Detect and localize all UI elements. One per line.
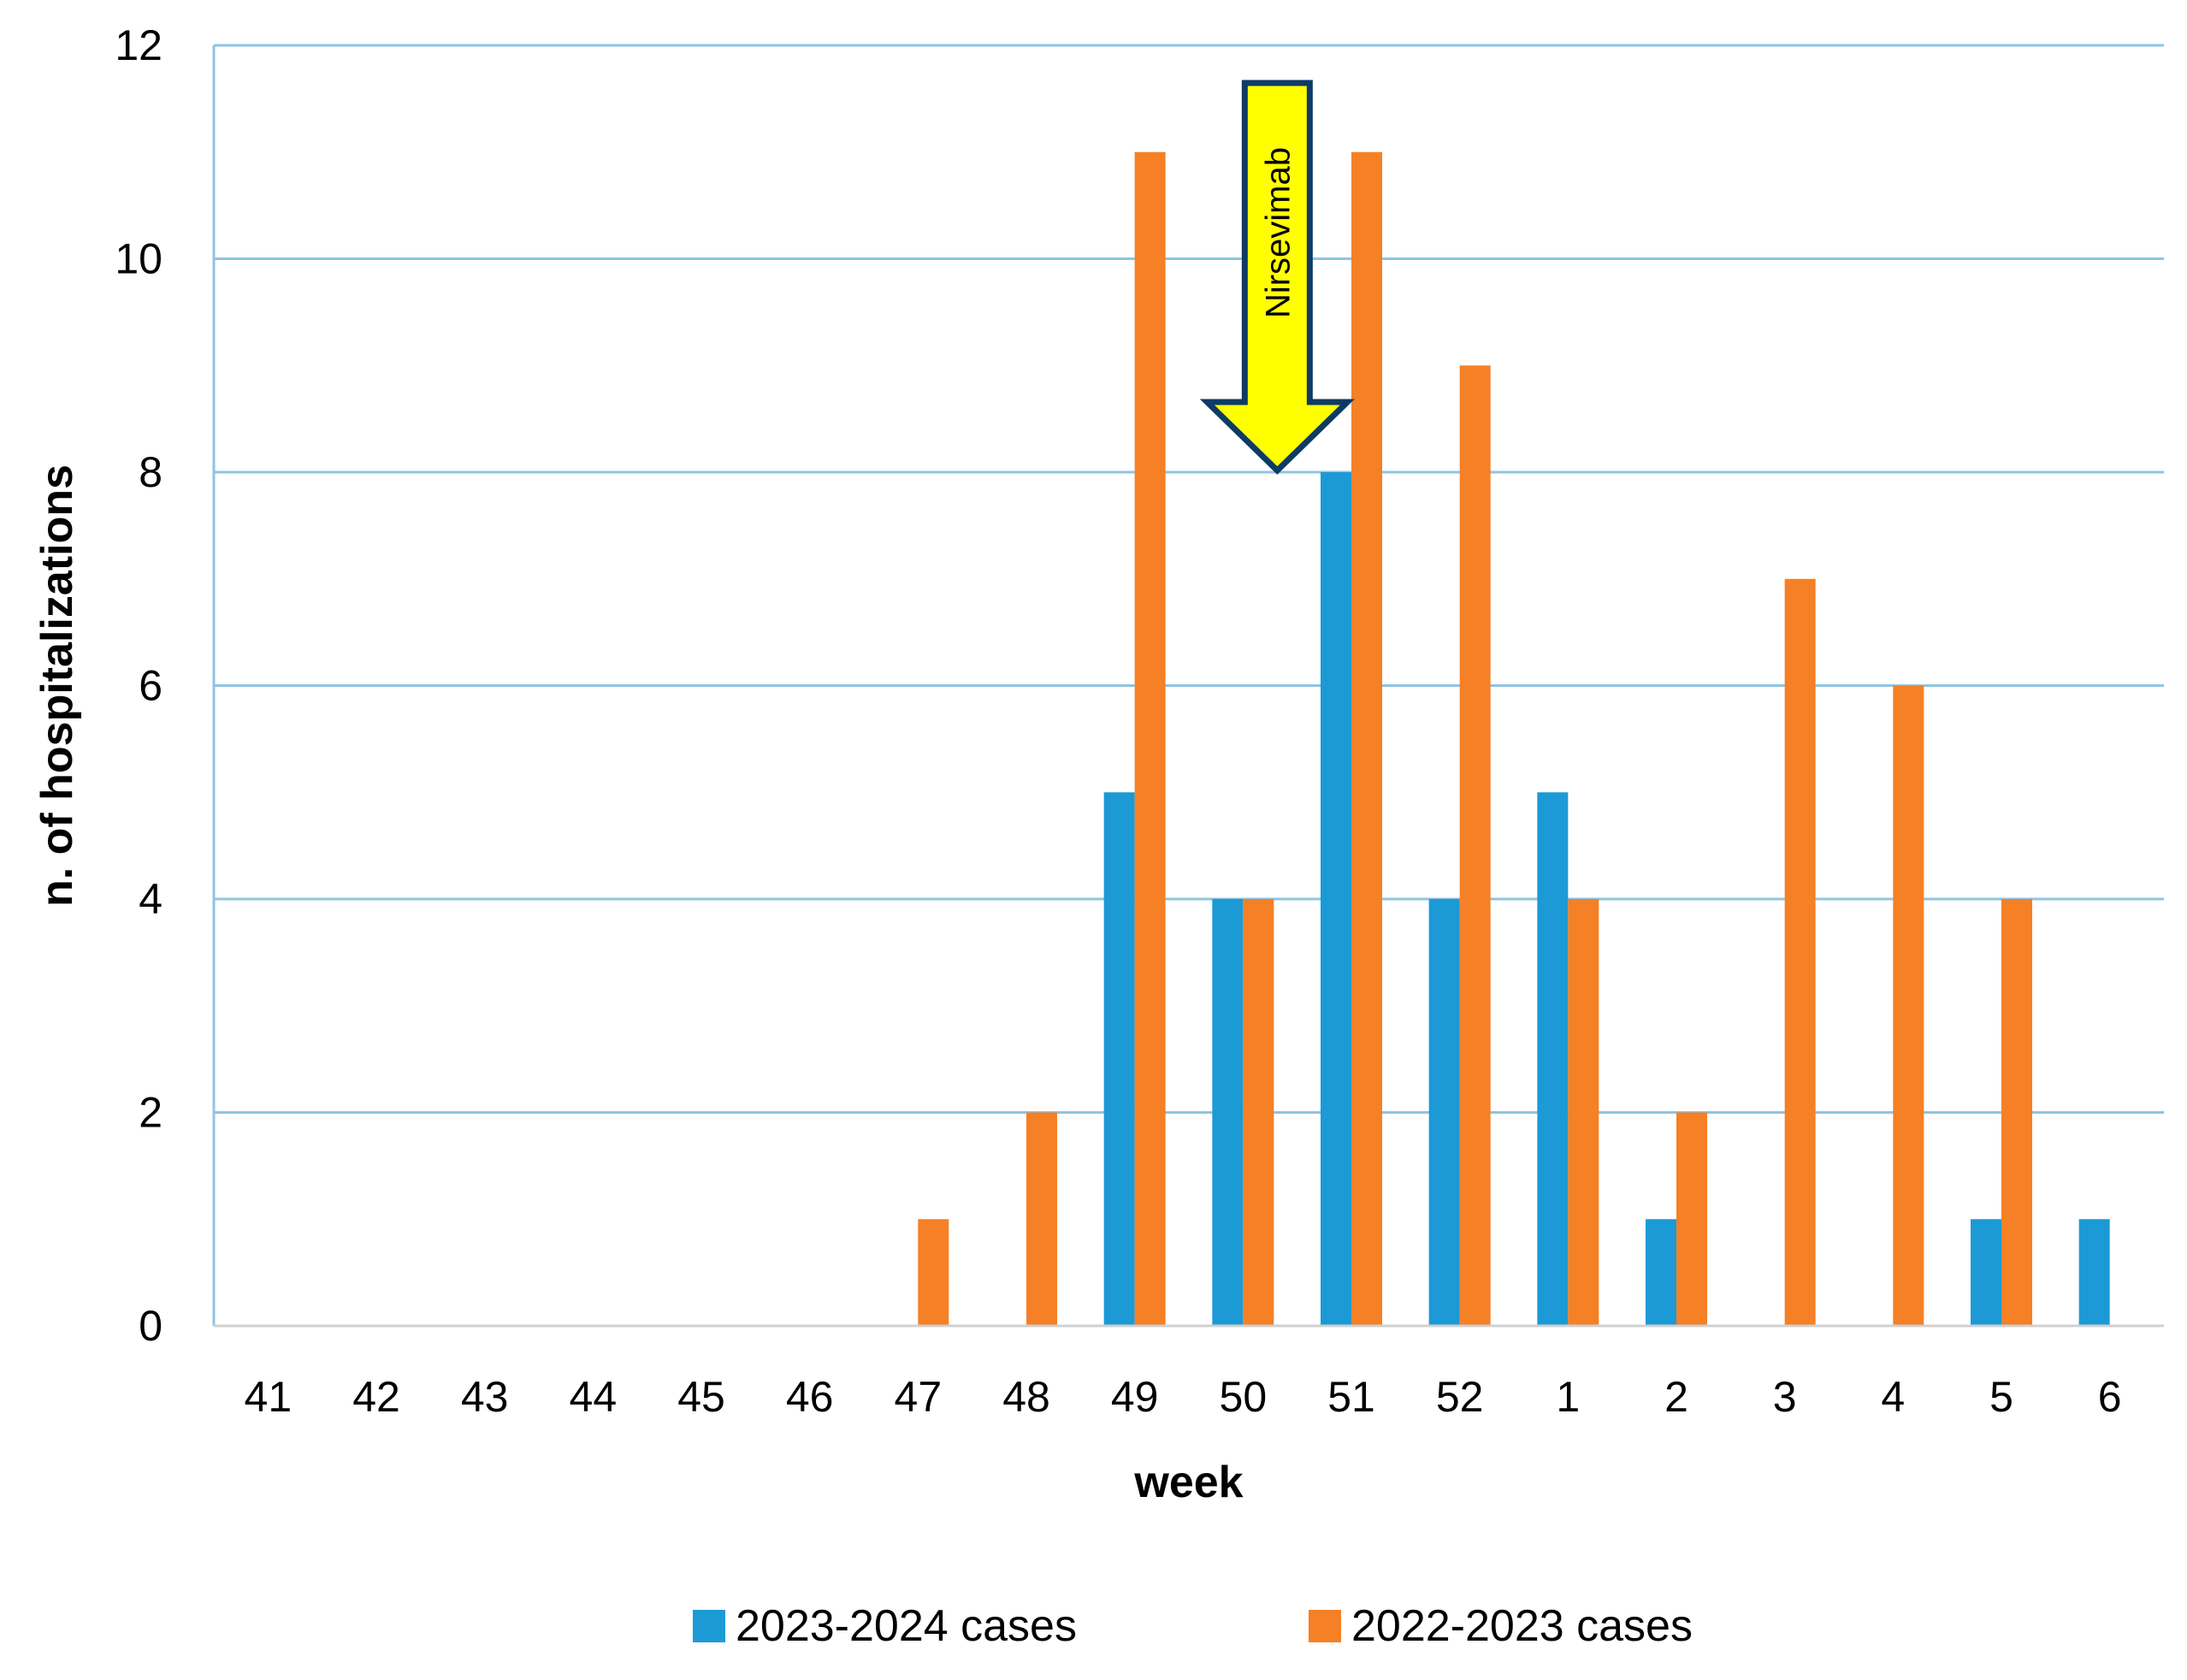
bar-series1-week-51 <box>1321 472 1351 1326</box>
x-tick-label: 44 <box>570 1373 618 1421</box>
bar-series1-week-2 <box>1646 1219 1676 1326</box>
x-tick-label: 42 <box>352 1373 400 1421</box>
bar-series1-week-52 <box>1428 899 1460 1326</box>
y-tick-label: 4 <box>139 875 163 923</box>
bar-series2-week-51 <box>1351 151 1382 1326</box>
annotation-label: Nirsevimab <box>1259 147 1297 318</box>
x-tick-label: 47 <box>895 1373 943 1421</box>
x-tick-label: 4 <box>1881 1373 1905 1421</box>
bar-series1-week-1 <box>1537 792 1569 1326</box>
x-tick-label: 41 <box>245 1373 293 1421</box>
legend-swatch <box>1309 1610 1341 1642</box>
bar-series2-week-49 <box>1134 151 1166 1326</box>
y-tick-label: 2 <box>139 1089 163 1137</box>
x-tick-label: 1 <box>1556 1373 1580 1421</box>
y-tick-labels: 0 2 4 6 8 10 12 <box>115 21 163 1350</box>
legend-swatch <box>693 1610 725 1642</box>
bar-series2-week-4 <box>1893 685 1924 1326</box>
y-tick-label: 10 <box>115 235 163 283</box>
nirsevimab-annotation: Nirsevimab <box>1199 80 1355 475</box>
bar-series2-week-5 <box>2001 899 2032 1326</box>
y-tick-label: 12 <box>115 21 163 69</box>
x-tick-label: 45 <box>677 1373 725 1421</box>
bar-series2-week-48 <box>1026 1112 1057 1326</box>
x-tick-labels: 41 42 43 44 45 46 47 48 49 50 51 52 1 2 3 4 5 6 <box>245 1373 2122 1421</box>
x-tick-label: 2 <box>1664 1373 1688 1421</box>
legend-label: 2022-2023 cases <box>1351 1601 1693 1651</box>
bar-series2-week-52 <box>1459 365 1491 1326</box>
bar-series1-week-50 <box>1212 899 1244 1326</box>
x-tick-label: 3 <box>1773 1373 1797 1421</box>
x-tick-label: 48 <box>1002 1373 1050 1421</box>
x-tick-label: 51 <box>1327 1373 1375 1421</box>
y-tick-label: 0 <box>139 1302 163 1350</box>
gridlines <box>212 44 2164 1326</box>
bar-series1-week-49 <box>1103 792 1135 1326</box>
x-tick-label: 6 <box>2098 1373 2122 1421</box>
bar-series1-week-6 <box>2078 1219 2110 1326</box>
bars <box>918 151 2110 1326</box>
y-axis-title: n. of hospitalizations <box>33 464 82 907</box>
x-tick-label: 43 <box>461 1373 509 1421</box>
legend: 2023-2024 cases 2022-2023 cases <box>693 1601 1693 1651</box>
y-tick-label: 8 <box>139 448 163 496</box>
x-tick-label: 46 <box>786 1373 834 1421</box>
bar-series1-week-5 <box>1971 1219 2001 1326</box>
y-tick-label: 6 <box>139 662 163 710</box>
annotation-arrow-icon <box>1199 80 1355 475</box>
bar-series2-week-3 <box>1784 578 1816 1326</box>
x-tick-label: 49 <box>1111 1373 1159 1421</box>
x-axis-title: week <box>1133 1458 1243 1507</box>
bar-series2-week-2 <box>1676 1112 1707 1326</box>
x-tick-label: 50 <box>1220 1373 1268 1421</box>
x-tick-label: 5 <box>1989 1373 2013 1421</box>
bar-series2-week-47 <box>918 1219 949 1326</box>
x-tick-label: 52 <box>1436 1373 1484 1421</box>
bar-series2-week-1 <box>1568 899 1599 1326</box>
bar-series2-week-50 <box>1243 899 1274 1326</box>
legend-label: 2023-2024 cases <box>736 1601 1077 1651</box>
